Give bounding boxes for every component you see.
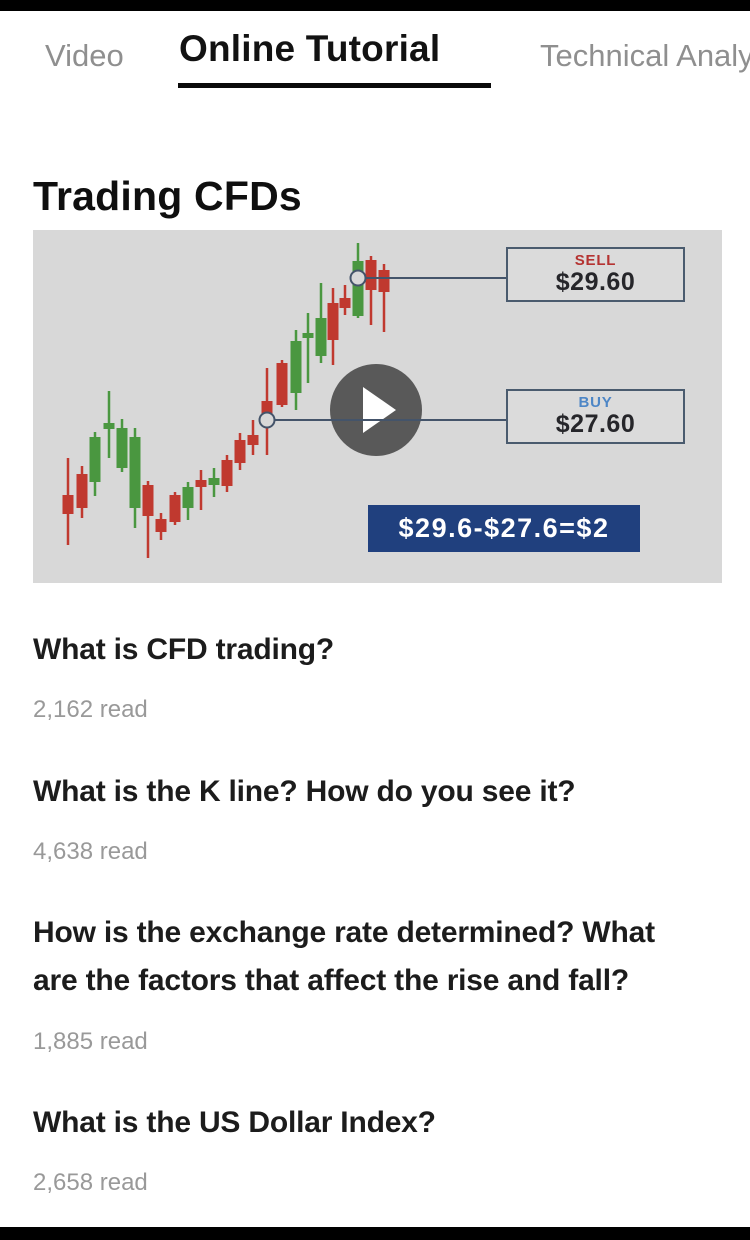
candle-body (195, 480, 207, 487)
article-title: What is the US Dollar Index? (33, 1106, 436, 1139)
sell-price-box: SELL $29.60 (506, 247, 685, 302)
buy-price-marker (258, 411, 276, 429)
page-title: Trading CFDs (33, 173, 302, 220)
article-title: How is the exchange rate determined? Wha… (33, 916, 655, 997)
tab-video[interactable]: Video (45, 38, 124, 73)
article-item[interactable]: What is CFD trading? (33, 626, 733, 674)
article-item[interactable]: What is the K line? How do you see it? (33, 768, 733, 816)
candle-body (62, 495, 74, 514)
candle-body (378, 270, 390, 292)
candle-body (290, 341, 302, 393)
candle-body (155, 519, 167, 532)
tab-technical-analysis[interactable]: Technical Analysis (540, 38, 750, 73)
buy-price: $27.60 (555, 410, 636, 438)
candle-body (116, 428, 128, 468)
article-title: What is CFD trading? (33, 633, 334, 666)
candle-body (365, 260, 377, 290)
candle-body (315, 318, 327, 356)
candle-body (221, 460, 233, 486)
buy-price-box: BUY $27.60 (506, 389, 685, 444)
buy-label: BUY (578, 393, 613, 411)
candle-body (208, 478, 220, 485)
candle-body (276, 363, 288, 405)
article-item[interactable]: What is the US Dollar Index? (33, 1099, 733, 1147)
tab-online-tutorial[interactable]: Online Tutorial (179, 28, 441, 69)
top-letterbox-bar (0, 0, 750, 11)
video-thumbnail[interactable]: SELL $29.60 BUY $27.60 $29.6-$27.6=$2 (33, 230, 722, 583)
candle-body (103, 423, 115, 429)
article-title: What is the K line? How do you see it? (33, 775, 576, 808)
bottom-letterbox-bar (0, 1227, 750, 1240)
article-read-count: 4,638 read (33, 838, 148, 865)
candle-body (169, 495, 181, 522)
candle-body (339, 298, 351, 308)
candle-body (89, 437, 101, 482)
article-read-count: 1,885 read (33, 1028, 148, 1055)
sell-price-marker (349, 269, 367, 287)
article-read-count: 2,162 read (33, 696, 148, 723)
article-read-count: 2,658 read (33, 1169, 148, 1196)
candle-body (234, 440, 246, 463)
candle-body (302, 333, 314, 338)
candlestick-chart-graphic (62, 243, 506, 558)
play-icon (363, 387, 396, 433)
sell-label: SELL (574, 251, 617, 269)
active-tab-underline (178, 83, 491, 88)
candle-body (327, 303, 339, 340)
candle-body (129, 437, 141, 508)
candle-body (142, 485, 154, 516)
candle-body (352, 261, 364, 316)
spread-formula-banner: $29.6-$27.6=$2 (368, 505, 640, 552)
candle-body (76, 474, 88, 508)
candle-body (182, 487, 194, 508)
article-item[interactable]: How is the exchange rate determined? Wha… (33, 909, 733, 1005)
sell-price: $29.60 (555, 268, 636, 296)
candle-body (247, 435, 259, 445)
